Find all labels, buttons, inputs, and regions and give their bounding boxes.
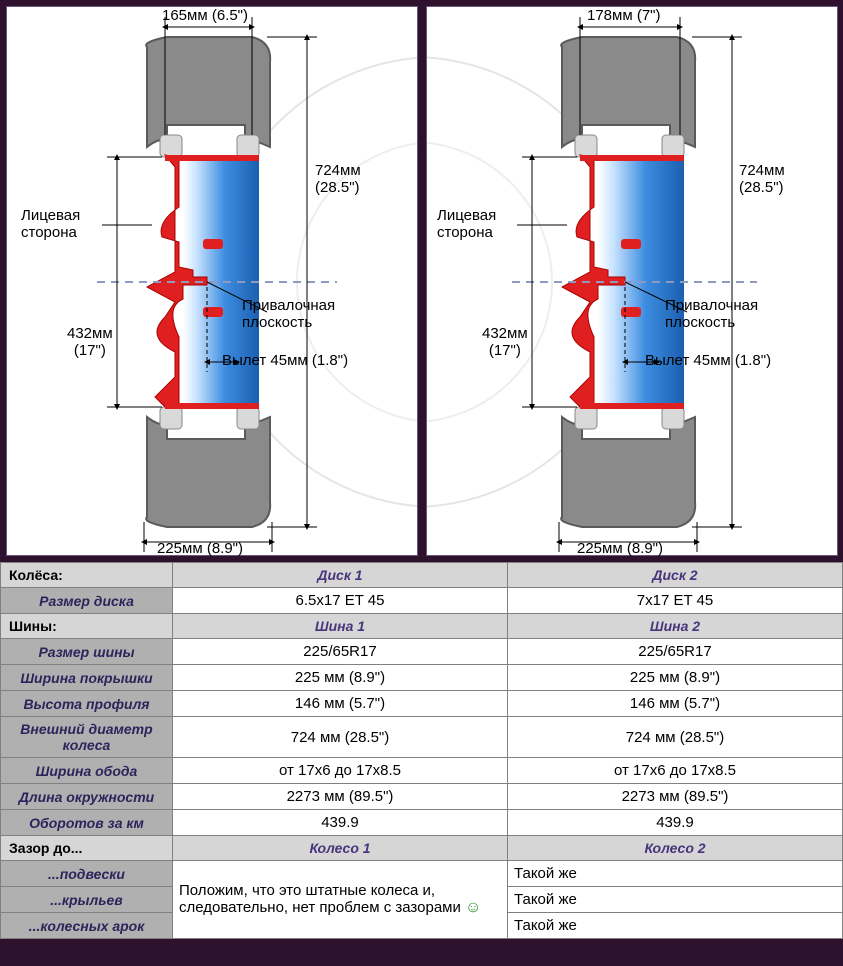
row-profile-h-v1: 146 мм (5.7") [173, 691, 508, 717]
row-revs-label: Оборотов за км [1, 810, 173, 836]
smiley-icon: ☺ [465, 899, 481, 916]
row-rim-width-v1: от 17x6 до 17x8.5 [173, 758, 508, 784]
row-gap-susp-v2: Такой же [508, 861, 843, 887]
row-rim-size-label: Размер диска [1, 588, 173, 614]
section-wheels: Колёса: [1, 563, 173, 588]
offset-label: Вылет 45мм (1.8") [645, 352, 771, 369]
tire-width-label: 225мм (8.9") [157, 540, 243, 557]
section-tires: Шины: [1, 614, 173, 639]
rim-width-label: 178мм (7") [587, 7, 660, 24]
row-rim-width-label: Ширина обода [1, 758, 173, 784]
table-row: Шины: Шина 1 Шина 2 [1, 614, 843, 639]
rim-width-label: 165мм (6.5") [162, 7, 248, 24]
row-rim-size-v1: 6.5x17 ET 45 [173, 588, 508, 614]
row-circumf-v1: 2273 мм (89.5") [173, 784, 508, 810]
row-profile-h-label: Высота профиля [1, 691, 173, 717]
row-tire-size-label: Размер шины [1, 639, 173, 665]
rim-diam-label: 432мм (17") [67, 325, 113, 360]
row-gap-fend-label: ...крыльев [1, 887, 173, 913]
row-circumf-v2: 2273 мм (89.5") [508, 784, 843, 810]
col-disk2: Диск 2 [508, 563, 843, 588]
row-revs-v2: 439.9 [508, 810, 843, 836]
col-disk1: Диск 1 [173, 563, 508, 588]
face-side-label: Лицеваясторона [21, 207, 80, 242]
mating-plane-label: Привалочнаяплоскость [242, 297, 335, 332]
outer-diam-label: 724мм (28.5") [739, 162, 785, 197]
row-profile-h-v2: 146 мм (5.7") [508, 691, 843, 717]
row-outer-d-v2: 724 мм (28.5") [508, 717, 843, 758]
table-row: Высота профиля 146 мм (5.7") 146 мм (5.7… [1, 691, 843, 717]
table-row: Размер диска 6.5x17 ET 45 7x17 ET 45 [1, 588, 843, 614]
row-gap-fend-v2: Такой же [508, 887, 843, 913]
face-side-label: Лицеваясторона [437, 207, 496, 242]
row-rim-width-v2: от 17x6 до 17x8.5 [508, 758, 843, 784]
wheel-diagram-right: 178мм (7") 225мм (8.9") 724мм (28.5") 43… [426, 6, 838, 556]
wheel-diagram-left: 165мм (6.5") 225мм (8.9") 724мм (28.5") … [6, 6, 418, 556]
spec-table: Колёса: Диск 1 Диск 2 Размер диска 6.5x1… [0, 562, 843, 939]
table-row: Колёса: Диск 1 Диск 2 [1, 563, 843, 588]
diagram-row: 165мм (6.5") 225мм (8.9") 724мм (28.5") … [0, 0, 843, 562]
mating-plane-label: Привалочнаяплоскость [665, 297, 758, 332]
row-tread-width-v2: 225 мм (8.9") [508, 665, 843, 691]
row-tread-width-label: Ширина покрышки [1, 665, 173, 691]
row-gap-arch-v2: Такой же [508, 913, 843, 939]
outer-diam-label: 724мм (28.5") [315, 162, 361, 197]
row-tire-size-v2: 225/65R17 [508, 639, 843, 665]
row-outer-d-v1: 724 мм (28.5") [173, 717, 508, 758]
row-gap-arch-label: ...колесных арок [1, 913, 173, 939]
row-outer-d-label: Внешний диаметр колеса [1, 717, 173, 758]
row-gap-stock-note: Положим, что это штатные колеса и, следо… [173, 861, 508, 939]
row-revs-v1: 439.9 [173, 810, 508, 836]
table-row: Ширина обода от 17x6 до 17x8.5 от 17x6 д… [1, 758, 843, 784]
tire-width-label: 225мм (8.9") [577, 540, 663, 557]
table-row: ...подвески Положим, что это штатные кол… [1, 861, 843, 887]
col-tire1: Шина 1 [173, 614, 508, 639]
section-gap: Зазор до... [1, 836, 173, 861]
offset-label: Вылет 45мм (1.8") [222, 352, 348, 369]
row-gap-susp-label: ...подвески [1, 861, 173, 887]
table-row: Размер шины 225/65R17 225/65R17 [1, 639, 843, 665]
table-row: Длина окружности 2273 мм (89.5") 2273 мм… [1, 784, 843, 810]
table-row: Внешний диаметр колеса 724 мм (28.5") 72… [1, 717, 843, 758]
table-row: Оборотов за км 439.9 439.9 [1, 810, 843, 836]
col-tire2: Шина 2 [508, 614, 843, 639]
row-rim-size-v2: 7x17 ET 45 [508, 588, 843, 614]
row-circumf-label: Длина окружности [1, 784, 173, 810]
col-wheel1: Колесо 1 [173, 836, 508, 861]
table-row: Зазор до... Колесо 1 Колесо 2 [1, 836, 843, 861]
row-tread-width-v1: 225 мм (8.9") [173, 665, 508, 691]
col-wheel2: Колесо 2 [508, 836, 843, 861]
rim-diam-label: 432мм (17") [482, 325, 528, 360]
table-row: Ширина покрышки 225 мм (8.9") 225 мм (8.… [1, 665, 843, 691]
row-tire-size-v1: 225/65R17 [173, 639, 508, 665]
